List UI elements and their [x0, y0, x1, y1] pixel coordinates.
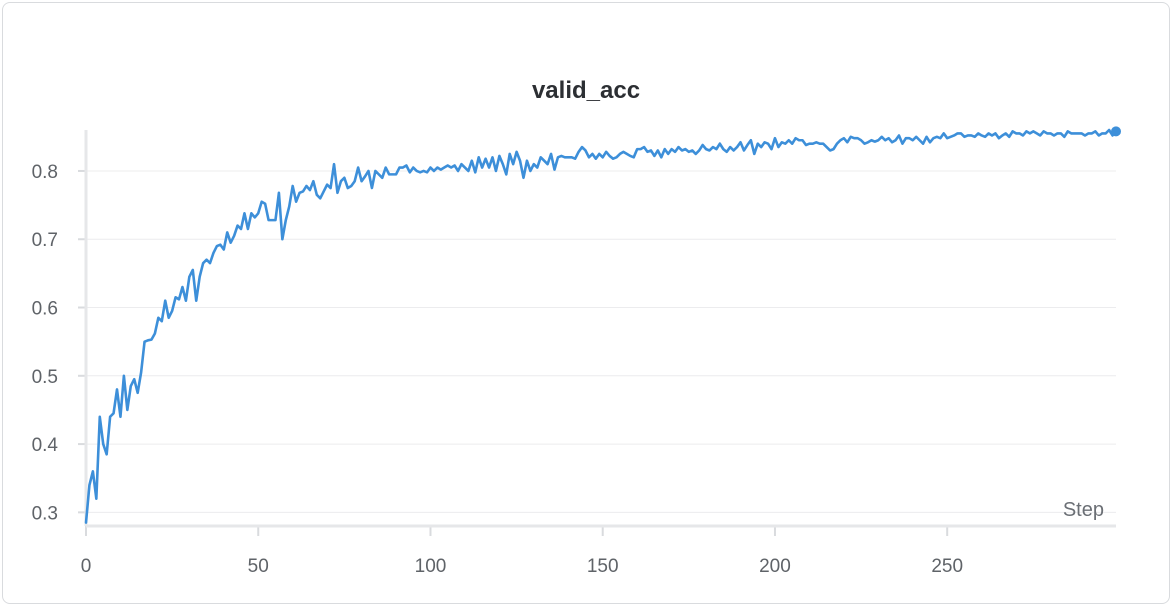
x-tick-label: 0 [81, 556, 92, 577]
x-tick-label: 200 [759, 556, 791, 577]
series-line-valid-acc [84, 128, 1118, 524]
x-tick-label: 250 [931, 556, 963, 577]
y-tick-label: 0.6 [32, 299, 58, 320]
y-tick-label: 0.4 [32, 435, 59, 456]
chart-title: valid_acc [532, 77, 640, 104]
y-axis-ticks: 0.3 0.4 0.5 0.6 0.7 0.8 [32, 162, 86, 524]
x-tick-label: 150 [587, 556, 619, 577]
x-tick-label: 100 [415, 556, 447, 577]
y-tick-label: 0.8 [32, 162, 58, 183]
x-axis-ticks: 0 50 100 150 200 250 [81, 526, 963, 577]
y-tick-label: 0.3 [32, 503, 58, 524]
series-end-marker[interactable] [1111, 126, 1121, 137]
x-axis-title: Step [1063, 499, 1104, 521]
y-tick-label: 0.7 [32, 230, 58, 251]
x-tick-label: 50 [248, 556, 269, 577]
y-tick-label: 0.5 [32, 367, 58, 388]
gridlines [86, 170, 1116, 513]
